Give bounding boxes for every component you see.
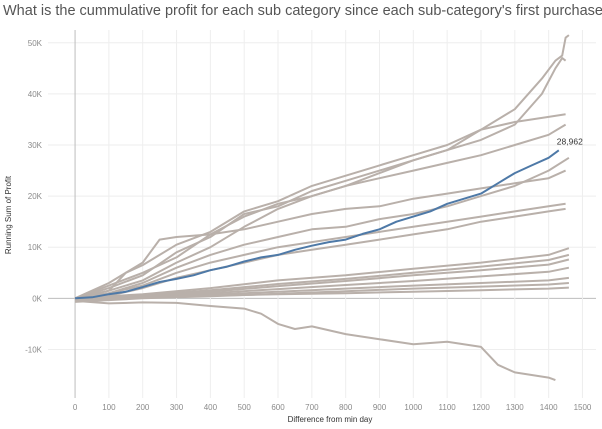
highlight-end-label: 28,962 [557, 136, 583, 146]
x-tick-label: 800 [339, 403, 353, 412]
series-line [74, 156, 570, 300]
y-tick-label: 40K [28, 90, 43, 99]
y-tick-label: 30K [28, 141, 43, 150]
x-tick-label: 1000 [404, 403, 422, 412]
series-line [74, 169, 567, 300]
series-lines [74, 34, 570, 382]
series-line [74, 123, 567, 300]
series-line [74, 34, 570, 300]
series-line [74, 57, 567, 300]
x-tick-label: 300 [170, 403, 184, 412]
series-line [74, 113, 566, 300]
x-tick-label: 400 [204, 403, 218, 412]
highlighted-series-line [75, 149, 560, 300]
y-tick-label: 0K [32, 294, 42, 303]
gridlines [48, 30, 596, 398]
x-tick-label: 1100 [439, 403, 457, 412]
x-tick-label: 600 [271, 403, 285, 412]
series-line [75, 266, 570, 300]
x-tick-label: 100 [102, 403, 116, 412]
chart-title: What is the cummulative profit for each … [3, 3, 602, 19]
x-tick-label: 1300 [506, 403, 524, 412]
x-tick-label: 1400 [540, 403, 558, 412]
y-tick-label: 20K [28, 192, 43, 201]
series-line [75, 286, 569, 301]
x-axis-label: Difference from min day [288, 415, 373, 424]
series-line [75, 299, 556, 382]
y-axis-label: Running Sum of Profit [4, 175, 13, 254]
x-tick-label: 500 [238, 403, 252, 412]
series-line [74, 202, 566, 300]
x-tick-label: 700 [305, 403, 319, 412]
x-tick-label: 1500 [574, 403, 592, 412]
x-tick-label: 900 [373, 403, 387, 412]
x-tick-label: 200 [136, 403, 150, 412]
series-line [75, 247, 570, 300]
y-tick-label: -10K [25, 345, 43, 354]
x-tick-label: 1200 [472, 403, 490, 412]
y-tick-label: 50K [28, 39, 43, 48]
axis-ticks: -10K 0K 10K 20K 30K 40K 50K 0 100 200 300 400 500 600… [25, 39, 592, 412]
y-tick-label: 10K [28, 243, 43, 252]
x-tick-label: 0 [73, 403, 78, 412]
